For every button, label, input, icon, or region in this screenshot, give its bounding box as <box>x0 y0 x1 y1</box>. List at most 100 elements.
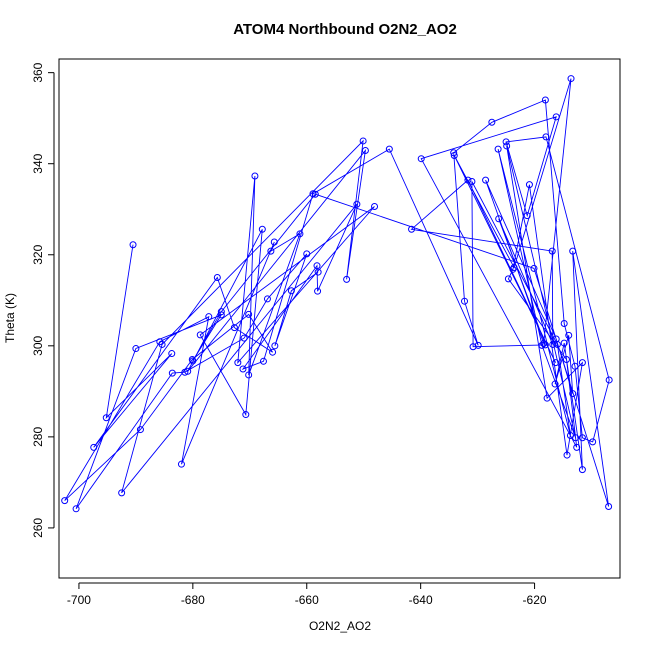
data-point <box>567 75 575 83</box>
data-point <box>343 275 351 283</box>
data-point <box>543 394 551 402</box>
data-point <box>213 274 221 282</box>
data-point <box>510 264 518 272</box>
data-point <box>118 489 126 497</box>
y-tick-label: 320 <box>31 244 45 264</box>
data-point <box>502 138 510 146</box>
data-point <box>269 348 277 356</box>
data-point <box>540 340 548 348</box>
data-point <box>245 310 253 318</box>
data-point <box>311 190 319 198</box>
y-tick-label: 260 <box>31 518 45 538</box>
data-point <box>542 133 550 141</box>
data-point <box>177 460 185 468</box>
data-point <box>168 369 176 377</box>
data-point <box>552 335 560 343</box>
data-point <box>482 176 490 184</box>
data-point <box>230 324 238 332</box>
data-point <box>538 341 546 349</box>
data-point <box>417 155 425 163</box>
data-point <box>353 200 361 208</box>
data-point <box>245 371 253 379</box>
data-point <box>565 331 573 339</box>
data-point <box>129 241 137 249</box>
y-tick-label: 300 <box>31 335 45 355</box>
data-point <box>240 334 248 342</box>
data-point <box>461 297 469 305</box>
data-point <box>359 137 367 145</box>
data-point <box>571 362 579 370</box>
series-layer <box>61 75 613 513</box>
data-point <box>181 368 189 376</box>
data-point <box>258 225 266 233</box>
data-point <box>488 118 496 126</box>
y-axis-label: Theta (K) <box>3 293 17 343</box>
data-point <box>525 181 533 189</box>
data-point <box>158 340 166 348</box>
data-point <box>469 343 477 351</box>
x-tick-label: -660 <box>295 593 319 607</box>
data-point <box>494 145 502 153</box>
data-point <box>560 320 568 328</box>
data-point <box>562 355 570 363</box>
data-point <box>566 432 574 440</box>
data-point <box>303 250 311 258</box>
data-point <box>102 414 110 422</box>
data-point <box>270 238 278 246</box>
data-point <box>578 434 586 442</box>
data-point <box>90 443 98 451</box>
data-point <box>242 411 250 419</box>
data-point <box>541 96 549 104</box>
y-tick-label: 360 <box>31 62 45 82</box>
data-point <box>560 339 568 347</box>
data-point <box>259 357 267 365</box>
data-point <box>450 152 458 160</box>
data-point <box>263 295 271 303</box>
data-point <box>450 149 458 157</box>
data-point <box>217 308 225 316</box>
data-point <box>503 142 511 150</box>
data-point <box>549 340 557 348</box>
x-axis: -700 -680 -660 -640 -620 <box>67 582 547 607</box>
data-point <box>196 331 204 339</box>
data-point <box>385 145 393 153</box>
data-point <box>605 376 613 384</box>
data-point <box>271 342 279 350</box>
data-point <box>573 443 581 451</box>
data-point <box>495 215 503 223</box>
data-point <box>136 426 144 434</box>
data-point <box>267 247 275 255</box>
data-point <box>234 359 242 367</box>
data-point <box>569 247 577 255</box>
data-point <box>217 311 225 319</box>
data-point <box>605 503 613 511</box>
data-point <box>552 359 560 367</box>
data-point <box>578 466 586 474</box>
data-point <box>548 247 556 255</box>
plot-frame <box>58 58 621 579</box>
data-point <box>523 212 531 220</box>
data-point <box>530 264 538 272</box>
data-point <box>205 313 213 321</box>
data-point <box>313 262 321 270</box>
data-point <box>551 380 559 388</box>
data-point <box>314 268 322 276</box>
data-point <box>287 287 295 295</box>
data-point <box>61 497 69 505</box>
x-tick-label: -620 <box>523 593 547 607</box>
data-point <box>314 287 322 295</box>
data-point <box>184 367 192 375</box>
data-point <box>239 365 247 373</box>
data-point <box>464 176 472 184</box>
data-point <box>468 177 476 185</box>
data-point <box>541 341 549 349</box>
y-tick-label: 280 <box>31 427 45 447</box>
data-point <box>569 390 577 398</box>
data-point <box>474 341 482 349</box>
data-point <box>296 230 304 238</box>
data-point <box>168 350 176 358</box>
data-point <box>509 265 517 273</box>
data-point <box>72 505 80 513</box>
data-point <box>371 203 379 211</box>
